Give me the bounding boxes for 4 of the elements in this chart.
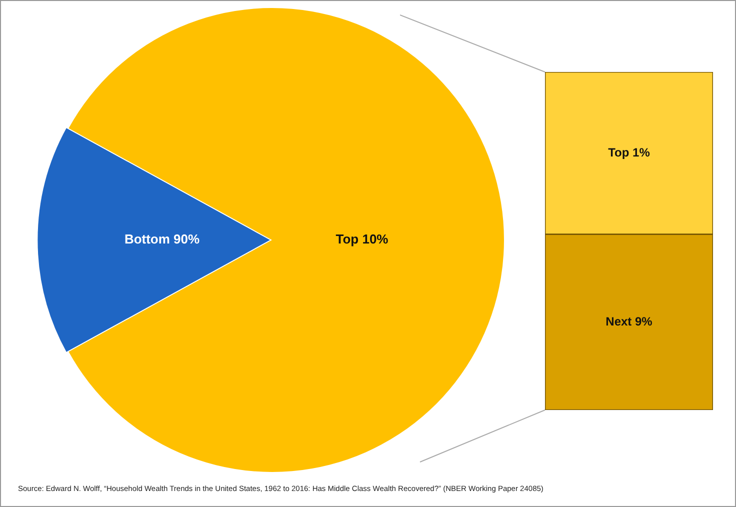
slice-label: Top 10% (336, 232, 389, 247)
series-label: Next 9% (606, 314, 653, 328)
series-label: Top 1% (608, 145, 650, 160)
slice-label: Bottom 90% (124, 232, 200, 247)
